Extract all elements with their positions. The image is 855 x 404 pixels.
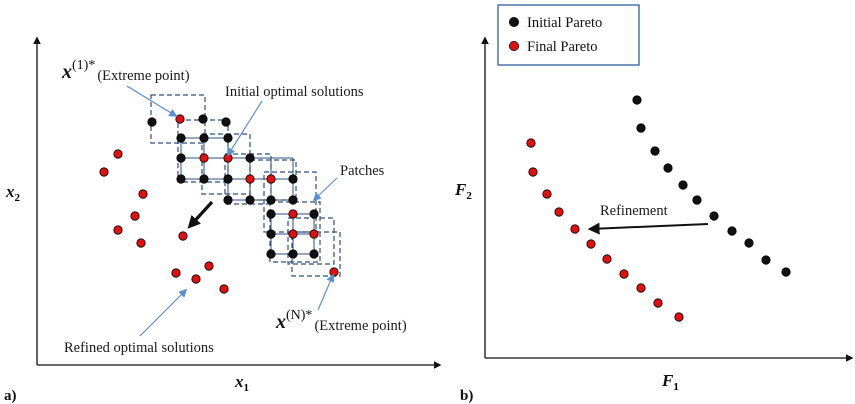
- final-pareto-dot: [619, 269, 629, 279]
- final-pareto-dot: [570, 224, 580, 234]
- final-solution-dot: [288, 229, 298, 239]
- initial-solution-dot: [176, 153, 186, 163]
- initial-pareto-dot: [650, 146, 660, 156]
- initial-solution-dot: [198, 114, 208, 124]
- initial-solution-dot: [245, 195, 255, 205]
- refined-solution-dot: [178, 231, 188, 241]
- final-pareto-dot: [526, 138, 536, 148]
- refined-solution-dot: [113, 225, 123, 235]
- initial-solution-dot: [266, 209, 276, 219]
- refinement-direction-arrow: [187, 200, 214, 229]
- pointer-arrow-extreme-1: [126, 85, 178, 117]
- final-pareto-dot: [653, 298, 663, 308]
- initial-solution-dot: [288, 174, 298, 184]
- pointer-arrow-patches: [312, 177, 338, 202]
- final-solution-dot: [245, 174, 255, 184]
- final-pareto-dot: [674, 312, 684, 322]
- initial-solution-dot: [176, 174, 186, 184]
- refinement-label: Refinement: [600, 203, 668, 219]
- pareto-dots: [526, 95, 791, 322]
- initial-solutions-label: Initial optimal solutions: [225, 84, 364, 100]
- initial-solution-dot: [176, 133, 186, 143]
- patches-label: Patches: [340, 163, 385, 179]
- initial-solution-dot: [223, 174, 233, 184]
- final-solution-dot: [199, 153, 209, 163]
- panel-a: x(1)*(Extreme point) x(N)*(Extreme point…: [4, 36, 442, 404]
- legend-label-initial: Initial Pareto: [527, 15, 602, 31]
- final-solution-dot: [223, 153, 233, 163]
- initial-solution-dot: [223, 133, 233, 143]
- initial-pareto-dot: [744, 238, 754, 248]
- panel-b-x-axis-label: F1: [661, 371, 679, 393]
- final-solution-dot: [288, 209, 298, 219]
- initial-solution-dot: [266, 195, 276, 205]
- extreme-point-1-label: x(1)*(Extreme point): [61, 58, 190, 84]
- refined-solution-dot: [99, 167, 109, 177]
- initial-solution-dot: [288, 249, 298, 259]
- final-pareto-dot: [554, 207, 564, 217]
- refined-solution-dot: [204, 261, 214, 271]
- initial-solution-dot: [309, 249, 319, 259]
- patch-square: [287, 217, 335, 265]
- initial-pareto-dot: [632, 95, 642, 105]
- pointer-arrow-extreme-n: [317, 273, 335, 311]
- initial-solution-dot: [223, 195, 233, 205]
- initial-pareto-dot: [636, 123, 646, 133]
- panel-a-x-axis-label: x1: [234, 372, 249, 394]
- initial-pareto-dot: [781, 267, 791, 277]
- final-pareto-dot: [602, 254, 612, 264]
- initial-pareto-dot: [692, 195, 702, 205]
- final-pareto-dot: [586, 239, 596, 249]
- patch-square: [201, 133, 251, 195]
- extreme-point-n-label: x(N)*(Extreme point): [275, 308, 407, 334]
- panel-a-y-axis-label: x2: [5, 182, 21, 204]
- refined-solutions-label: Refined optimal solutions: [64, 340, 214, 356]
- initial-pareto-dot: [709, 211, 719, 221]
- refined-solution-dot: [219, 284, 229, 294]
- refined-solution-dot: [130, 211, 140, 221]
- refinement-arrow: [587, 222, 709, 235]
- patch-square: [177, 119, 229, 183]
- initial-solution-dot: [147, 117, 157, 127]
- final-pareto-dot: [528, 167, 538, 177]
- final-pareto-dot: [636, 283, 646, 293]
- panel-b-label: b): [460, 388, 473, 404]
- panel-a-label: a): [4, 388, 17, 404]
- initial-solution-dot: [199, 133, 209, 143]
- final-solution-dot: [329, 267, 339, 277]
- refined-solution-dot: [136, 238, 146, 248]
- legend-label-final: Final Pareto: [527, 39, 597, 55]
- initial-solution-dot: [288, 195, 298, 205]
- solution-dots: [147, 114, 339, 277]
- initial-pareto-dot: [678, 180, 688, 190]
- final-solution-dot: [175, 114, 185, 124]
- legend-marker-initial: [508, 16, 519, 27]
- refined-solution-dot: [191, 274, 201, 284]
- refined-solution-dot: [113, 149, 123, 159]
- refined-solution-dot: [138, 189, 148, 199]
- refined-solution-dot: [171, 268, 181, 278]
- initial-solution-dot: [309, 209, 319, 219]
- initial-pareto-dot: [761, 255, 771, 265]
- final-pareto-dot: [542, 189, 552, 199]
- pointer-arrow-initial: [227, 100, 263, 157]
- panel-b: Initial Pareto Final Pareto Refinement F…: [454, 4, 854, 404]
- pointer-arrow-refined: [139, 288, 188, 337]
- legend-marker-final: [508, 41, 519, 52]
- initial-solution-dot: [221, 117, 231, 127]
- legend: Initial Pareto Final Pareto: [497, 4, 640, 66]
- final-solution-dot: [309, 229, 319, 239]
- initial-pareto-dot: [727, 226, 737, 236]
- initial-solution-dot: [266, 229, 276, 239]
- initial-solution-dot: [245, 153, 255, 163]
- panel-b-y-axis-label: F2: [454, 180, 472, 202]
- final-solution-dot: [266, 174, 276, 184]
- refined-dots: [99, 149, 229, 294]
- initial-solution-dot: [199, 174, 209, 184]
- initial-solution-dot: [266, 249, 276, 259]
- initial-pareto-dot: [663, 163, 673, 173]
